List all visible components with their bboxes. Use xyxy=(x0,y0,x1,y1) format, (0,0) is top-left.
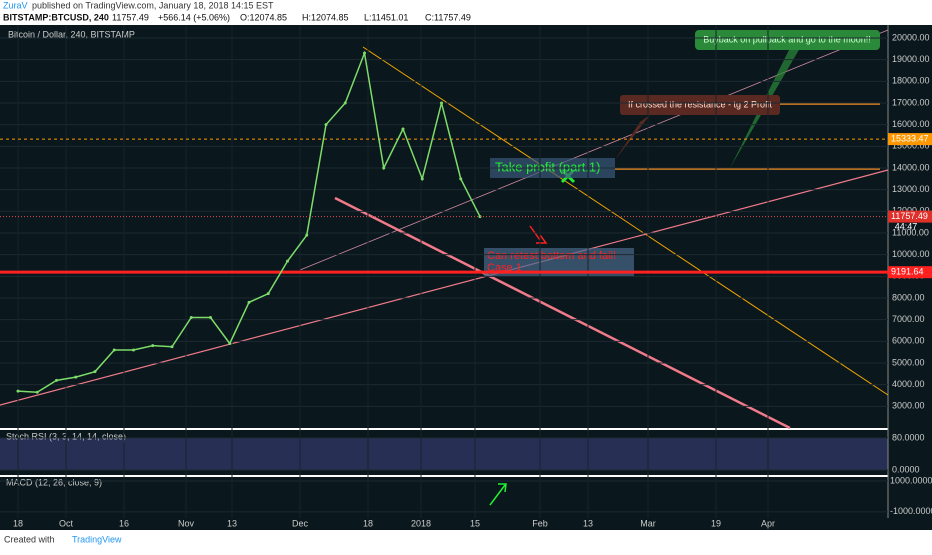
price-point xyxy=(151,344,155,348)
callout-tail-2 xyxy=(615,115,650,160)
price-point xyxy=(459,177,463,181)
y-tick-label: 13000.00 xyxy=(892,184,930,194)
level-label: 15333.47 xyxy=(891,133,929,143)
y-tick-label: 10000.00 xyxy=(892,249,930,259)
price-point xyxy=(209,316,212,319)
plot-bg xyxy=(0,25,888,428)
annotation: Buyback on pullback and go to the moon!! xyxy=(703,34,871,44)
y-tick-label: 6000.00 xyxy=(892,336,925,346)
y-tick-label: 7000.00 xyxy=(892,314,925,324)
x-tick-label: 13 xyxy=(583,518,593,528)
last: 11757.49 xyxy=(112,12,149,22)
change: +566.14 (+5.06%) xyxy=(158,12,230,22)
annotation: If crossed the resistance - tg 2 Profit xyxy=(628,99,773,109)
price-point xyxy=(55,378,58,382)
x-tick-label: 16 xyxy=(119,518,129,528)
x-tick-label: Nov xyxy=(178,518,195,528)
price-point xyxy=(74,375,78,379)
level-label: 9191.64 xyxy=(891,267,924,277)
footer-bg xyxy=(0,530,932,550)
y-tick-label: -1000.0000 xyxy=(890,506,932,516)
x-tick-label: 2018 xyxy=(411,518,431,528)
price-point xyxy=(286,259,289,263)
resistance-line xyxy=(362,46,889,396)
y-tick-label: 14000.00 xyxy=(892,162,930,172)
price-point xyxy=(228,342,232,345)
footer-brand[interactable]: TradingView xyxy=(72,534,122,544)
price-point xyxy=(401,127,405,131)
price-point xyxy=(247,300,251,304)
annotation: Can retest bottom and fail! xyxy=(487,250,616,262)
time-axis-bg xyxy=(0,518,932,530)
y-tick-label: 80.0000 xyxy=(892,432,925,442)
y-tick-label: 17000.00 xyxy=(892,97,930,107)
macd-bg xyxy=(0,477,888,518)
y-tick-label: 20000.00 xyxy=(892,32,930,42)
resistance-box xyxy=(620,95,780,115)
y-tick-label: 16000.00 xyxy=(892,119,930,129)
y-tick-label: 1000.0000 xyxy=(890,475,932,485)
high: H:12074.85 xyxy=(302,12,349,22)
x-tick-label: Apr xyxy=(761,518,775,528)
footer-created: Created with xyxy=(4,534,55,544)
x-tick-label: Dec xyxy=(292,518,309,528)
y-tick-label: 19000.00 xyxy=(892,54,930,64)
author[interactable]: ZuraV xyxy=(3,0,28,10)
x-tick-label: Feb xyxy=(532,518,548,528)
price-point xyxy=(440,101,443,105)
price-point xyxy=(132,348,135,352)
up-arrow xyxy=(489,483,507,506)
level-badge xyxy=(888,266,932,279)
countdown: 44:47 xyxy=(895,221,918,231)
price-point xyxy=(16,389,20,393)
y-tick-label: 5000.00 xyxy=(892,357,925,367)
open: O:12074.85 xyxy=(240,12,287,22)
price-point xyxy=(189,316,193,319)
level-badge xyxy=(888,133,932,146)
price-point xyxy=(343,101,347,105)
chart-title: Bitcoin / Dollar, 240, BITSTAMP xyxy=(8,29,135,39)
y-tick-label: 0.0000 xyxy=(892,464,920,474)
price-point xyxy=(324,123,328,127)
y-tick-label: 4000.00 xyxy=(892,379,925,389)
macd-title: MACD (12, 26, close, 9) xyxy=(6,477,102,487)
x-tick-label: 19 xyxy=(711,518,721,528)
x-tick-label: 18 xyxy=(363,518,373,528)
y-tick-label: 3000.00 xyxy=(892,401,925,411)
stoch-band xyxy=(0,438,888,470)
price-point xyxy=(420,177,424,181)
price-point xyxy=(266,292,270,296)
x-tick-label: 15 xyxy=(470,518,480,528)
published: published on TradingView.com, January 18… xyxy=(32,0,274,10)
last-price-label: 11757.49 xyxy=(891,211,928,221)
price-point xyxy=(93,370,97,374)
y-tick-label: 15000.00 xyxy=(892,141,930,151)
x-tick-label: Mar xyxy=(640,518,656,528)
y-tick-label: 18000.00 xyxy=(892,76,930,86)
price-point xyxy=(363,51,366,55)
channel-line xyxy=(299,29,889,271)
symbol: BITSTAMP:BTCUSD, 240 xyxy=(3,12,109,22)
y-tick-label: 11000.00 xyxy=(892,227,929,237)
price-point xyxy=(170,345,174,349)
price-point xyxy=(382,166,386,170)
price-point xyxy=(305,233,309,237)
trend-line xyxy=(0,169,889,406)
x-tick-label: 13 xyxy=(227,518,237,528)
price-point xyxy=(112,348,116,352)
x-tick-label: Oct xyxy=(59,518,74,528)
header-bg xyxy=(0,0,932,25)
support-line xyxy=(334,196,791,430)
moon-box xyxy=(695,30,880,50)
y-tick-label: 8000.00 xyxy=(892,292,925,302)
last-price-badge xyxy=(888,210,932,223)
price-point xyxy=(35,390,39,394)
annotation: Take profit (part.1) xyxy=(495,159,601,174)
low: L:11451.01 xyxy=(364,12,408,22)
x-tick-label: 18 xyxy=(13,518,23,528)
close: C:11757.49 xyxy=(425,12,471,22)
